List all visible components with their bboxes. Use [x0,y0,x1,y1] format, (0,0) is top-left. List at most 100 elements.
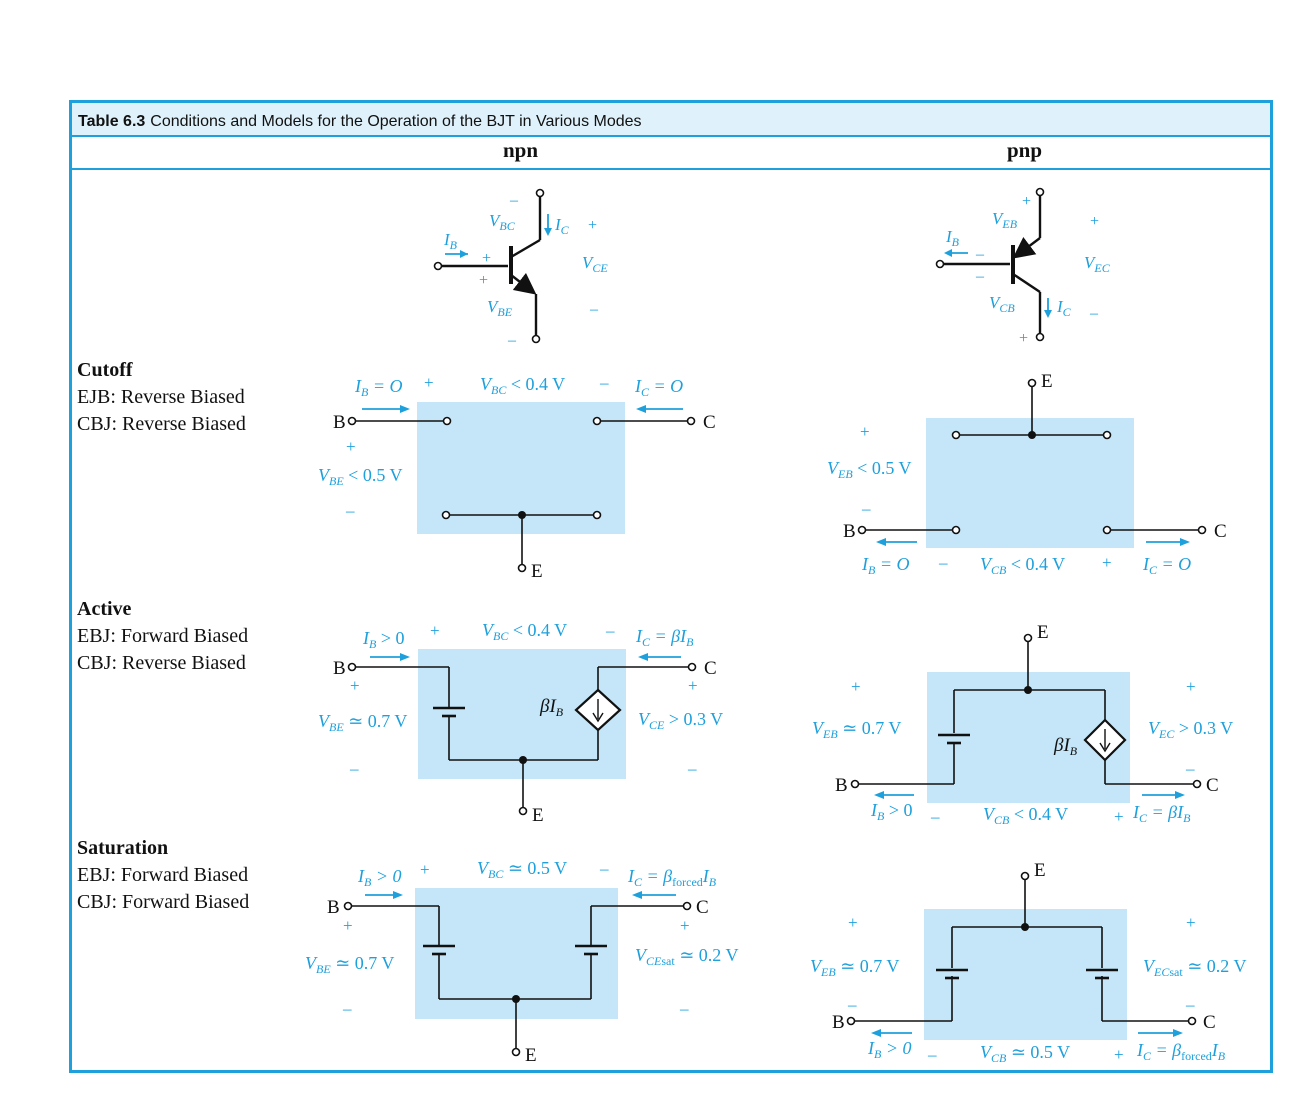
minus-sign: – [1185,759,1195,778]
ic-label: IC = O [634,376,683,399]
ib-condition: IB > 0 [870,800,913,823]
vec-label: VEC [1084,253,1111,275]
npn-saturation-model: B C E IB > 0 + VBC ≃ 0.5 V – IC = βforce… [305,858,738,1066]
cbj-condition: CBJ: Forward Biased [77,891,250,913]
mode-active: Active EBJ: Forward Biased CBJ: Reverse … [77,596,248,677]
vce-condition: VCE > 0.3 V [638,709,723,732]
plus-sign: + [680,916,690,935]
minus-sign: – [679,999,689,1018]
ic-label: IC = O [1142,554,1191,577]
terminal-c: C [703,412,716,433]
vbc-condition: VBC < 0.4 V [482,620,567,643]
plus-sign: + [860,422,870,441]
table-number: Table 6.3 [78,113,146,130]
ic-condition: IC = βIB [635,626,694,649]
minus-sign: – [687,759,697,778]
veb-label: VEB [992,209,1018,231]
mode-saturation: Saturation EBJ: Forward Biased CBJ: Forw… [77,835,249,916]
ib-condition: IB > 0 [362,628,405,651]
table-caption: Table 6.3 Conditions and Models for the O… [78,113,642,131]
veb-condition: VEB ≃ 0.7 V [812,718,901,741]
minus-sign: – [599,859,609,878]
plus-sign: + [588,217,597,234]
minus-sign: – [861,499,871,518]
terminal-e: E [531,561,543,582]
minus-sign: – [599,373,609,392]
terminal-c: C [1206,775,1219,796]
plus-sign: + [1102,553,1112,572]
ib-label: IB [443,230,458,252]
ic-label: IC [554,215,570,237]
ib-condition: IB > 0 [357,866,402,889]
table-title: Conditions and Models for the Operation … [150,113,642,130]
minus-sign: – [930,807,940,826]
pnp-transistor-symbol [935,187,1045,342]
npn-active-model: B C E βIB IB > 0 + VBC < 0.4 V – IC = βI… [318,620,723,826]
ebj-condition: EJB: Reverse Biased [77,386,245,408]
table-frame [69,100,1273,1073]
terminal-b: B [333,412,346,433]
vbe-label: VBE [487,297,513,319]
terminal-c: C [696,897,709,918]
ebj-condition: EBJ: Forward Biased [77,864,249,886]
ib-label: IB [945,227,960,249]
minus-sign: – [1185,995,1195,1014]
npn-column-header: npn [503,138,539,162]
plus-sign: + [851,677,861,696]
plus-sign: + [1114,1045,1124,1064]
npn-transistor-symbol [433,188,545,344]
vcesat-condition: VCEsat ≃ 0.2 V [635,945,738,968]
minus-sign: – [975,246,985,263]
plus-sign: + [420,860,430,879]
vbe-condition: VBE ≃ 0.7 V [305,953,394,976]
minus-sign: – [1089,305,1099,322]
minus-sign: – [938,553,948,572]
cbj-condition: CBJ: Reverse Biased [77,652,246,674]
plus-sign: + [430,621,440,640]
terminal-b: B [843,521,856,542]
vce-label: VCE [582,253,608,275]
dependent-current-source [574,688,622,732]
pnp-cutoff-model: E B C + VEB < 0.5 V – IB = O – VCB < 0.4… [827,371,1227,577]
ic-condition: IC = βIB [1132,802,1191,825]
vec-condition: VEC > 0.3 V [1148,718,1233,741]
minus-sign: – [509,192,519,209]
minus-sign: – [847,995,857,1014]
vbe-condition: VBE < 0.5 V [318,465,403,488]
ib-label: IB = O [861,554,910,577]
vcb-condition: VCB < 0.4 V [980,554,1065,577]
ic-condition: IC = βforcedIB [627,866,717,889]
terminal-e: E [1037,622,1049,643]
ib-condition: IB > 0 [867,1038,912,1061]
plus-sign: + [1022,193,1031,210]
minus-sign: – [975,268,985,285]
vcb-condition: VCB < 0.4 V [983,804,1068,827]
plus-sign: + [1186,913,1196,932]
veb-condition: VEB ≃ 0.7 V [810,956,899,979]
minus-sign: – [589,301,599,318]
header-divider [72,168,1270,170]
pnp-column-header: pnp [1007,138,1043,162]
terminal-b: B [832,1012,845,1033]
beta-ib-label: βIB [1053,735,1078,758]
npn-symbol-labels: – VBC + + VBE – IB IC + VCE – [443,192,608,349]
vcb-label: VCB [989,293,1015,315]
plus-sign: + [479,272,488,289]
terminal-e: E [525,1045,537,1066]
vbc-condition: VBC ≃ 0.5 V [477,858,567,881]
plus-sign: + [482,250,491,267]
plus-sign: + [346,437,356,456]
plus-sign: + [343,916,353,935]
ib-label: IB = O [354,376,403,399]
terminal-c: C [704,658,717,679]
terminal-c: C [1214,521,1227,542]
pnp-saturation-model: E B C + VEB ≃ 0.7 V – + VECsat ≃ 0.2 V –… [810,860,1246,1065]
terminal-b: B [333,658,346,679]
vecsat-condition: VECsat ≃ 0.2 V [1143,956,1246,979]
mode-name: Saturation [77,837,169,859]
veb-condition: VEB < 0.5 V [827,458,912,481]
plus-sign: + [1090,213,1099,230]
vbc-label: VBC [489,211,516,233]
terminal-e: E [1041,371,1053,392]
